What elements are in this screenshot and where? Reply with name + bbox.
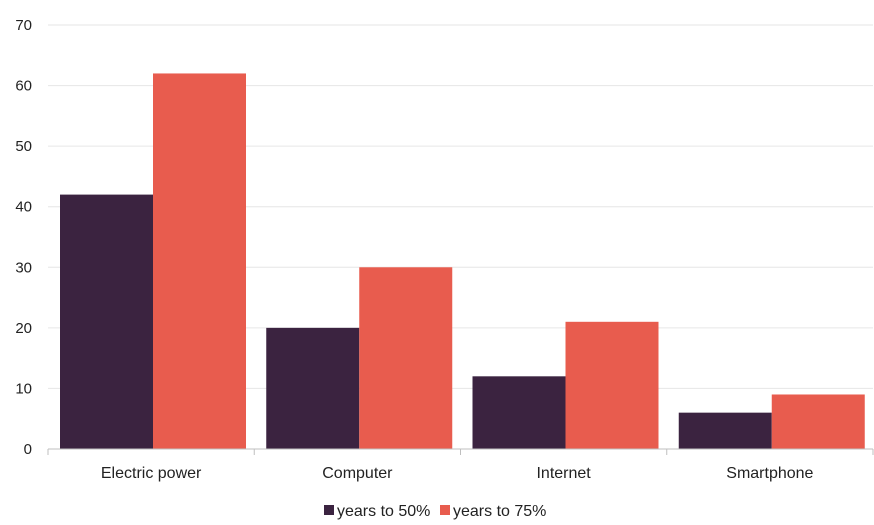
bar-years-to-50-smartphone — [678, 412, 772, 449]
legend: years to 50% years to 75% — [324, 503, 546, 520]
y-tick-label: 50 — [15, 138, 32, 155]
x-tick-label: Electric power — [101, 465, 202, 482]
y-tick-label: 40 — [15, 199, 32, 216]
bars — [60, 73, 865, 449]
y-tick-label: 60 — [15, 78, 32, 95]
legend-swatch — [324, 505, 334, 515]
bar-years-to-75-electric-power — [153, 73, 246, 449]
x-axis-tick-labels: Electric power Computer Internet Smartphone — [101, 465, 814, 482]
legend-swatch — [440, 505, 450, 515]
x-axis — [47, 448, 874, 455]
y-tick-label: 20 — [15, 320, 32, 337]
bar-years-to-75-computer — [359, 267, 453, 449]
x-tick-label: Internet — [536, 465, 591, 482]
y-tick-label: 10 — [15, 380, 32, 397]
bar-years-to-75-internet — [565, 321, 659, 449]
legend-label: years to 50% — [337, 503, 430, 520]
x-tick-label: Smartphone — [726, 465, 813, 482]
bar-years-to-75-smartphone — [771, 394, 865, 449]
bar-years-to-50-electric-power — [60, 194, 153, 449]
y-tick-label: 70 — [15, 17, 32, 34]
x-tick-label: Computer — [322, 465, 393, 482]
y-axis-tick-labels: 0 10 20 30 40 50 60 70 — [15, 17, 32, 458]
y-tick-label: 30 — [15, 259, 32, 276]
bar-years-to-50-internet — [472, 376, 566, 449]
legend-label: years to 75% — [453, 503, 546, 520]
bar-years-to-50-computer — [266, 327, 360, 449]
y-tick-label: 0 — [24, 441, 32, 458]
